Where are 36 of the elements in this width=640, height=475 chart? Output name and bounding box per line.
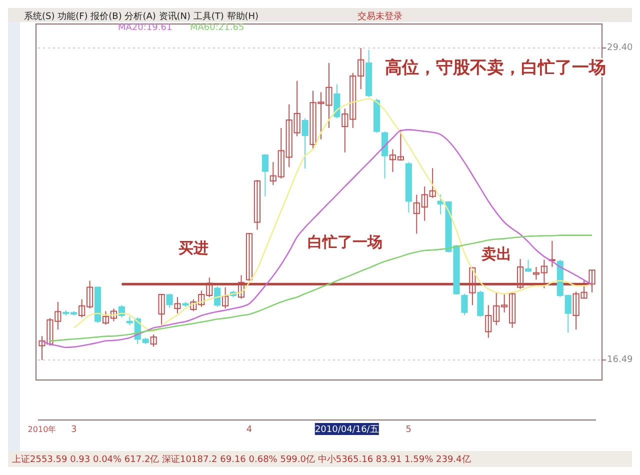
candlestick <box>174 296 181 314</box>
text: MA20:19.61 <box>118 23 172 33</box>
annotation: 卖出 <box>481 245 512 263</box>
candlestick <box>238 274 245 300</box>
candlestick <box>477 290 484 317</box>
candlestick <box>158 293 165 326</box>
x-tick-label: 4 <box>246 425 252 435</box>
candlestick <box>166 293 173 308</box>
candlestick <box>222 286 229 310</box>
text: 系统(S) 功能(F) 报价(B) 分析(A) 资讯(N) 工具(T) 帮助(H) <box>24 11 259 22</box>
line-series <box>49 234 593 342</box>
candlestick <box>524 259 532 273</box>
annotation: 白忙了一场 <box>307 233 382 251</box>
y-tick-label: 16.49 <box>607 355 634 365</box>
candlestick <box>246 232 253 282</box>
candlestick <box>381 130 388 180</box>
candlestick <box>469 266 476 306</box>
candlestick <box>150 334 157 348</box>
candlestick <box>254 179 261 230</box>
candlestick <box>461 293 468 316</box>
y-tick-label: 29.40 <box>607 43 634 53</box>
text: 上证2553.59 0.93 0.04% 617.2亿 深证10187.2 69.16 0.68% 599.0亿 中小5365.16 83.91 1.59% 239.4亿 <box>12 454 471 465</box>
x-tick-label: 2010年 <box>28 425 56 434</box>
candlestick <box>334 84 340 119</box>
candlestick <box>262 154 268 197</box>
candlestick <box>588 270 596 293</box>
text: 2010/04/16/五 <box>314 425 379 435</box>
candlestick <box>548 240 556 268</box>
candlestick <box>214 286 221 308</box>
annotation: 买进 <box>178 239 208 257</box>
candlestick <box>302 118 308 170</box>
text: 交易未登录 <box>358 11 402 22</box>
candlestick <box>516 258 524 290</box>
x-tick-label: 5 <box>406 425 412 435</box>
text: MA60:21.65 <box>190 23 244 33</box>
x-tick-label: 3 <box>71 425 77 435</box>
